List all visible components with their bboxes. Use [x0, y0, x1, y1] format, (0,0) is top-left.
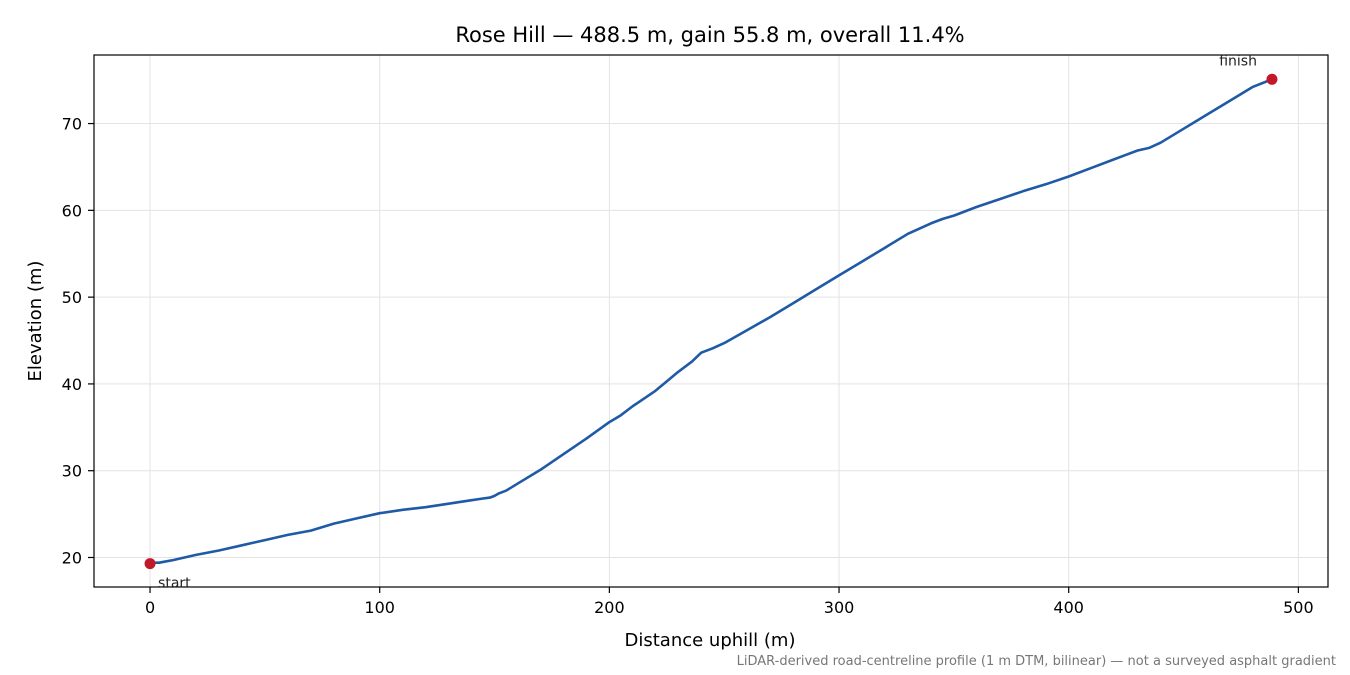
x-tick-label: 0 [145, 598, 155, 617]
finish-label: finish [1219, 53, 1257, 69]
x-tick-label: 500 [1283, 598, 1314, 617]
elevation-profile-line [148, 78, 1274, 565]
start-marker [144, 558, 156, 570]
x-tick-label: 300 [824, 598, 855, 617]
y-tick-label: 40 [62, 375, 82, 394]
chart-title: Rose Hill — 488.5 m, gain 55.8 m, overal… [455, 23, 964, 47]
plot-area [148, 78, 1274, 565]
y-tick-label: 50 [62, 288, 82, 307]
y-axis-label: Elevation (m) [25, 261, 46, 382]
y-tick-label: 20 [62, 548, 82, 567]
start-label: start [158, 576, 191, 592]
finish-marker [1266, 73, 1278, 85]
endpoint-markers: start finish [144, 53, 1278, 592]
x-tick-label: 400 [1053, 598, 1084, 617]
plot-frame [93, 54, 1329, 588]
y-tick-label: 70 [62, 115, 82, 134]
y-tick-label: 60 [62, 201, 82, 220]
x-tick-label: 200 [594, 598, 625, 617]
y-tick-label: 30 [62, 462, 82, 481]
axis-ticks: 0 100 200 300 400 500 20 30 40 50 60 70 [62, 115, 1314, 617]
footnote: LiDAR-derived road-centreline profile (1… [737, 654, 1336, 669]
grid [94, 55, 1328, 587]
x-tick-label: 100 [364, 598, 395, 617]
x-axis-label: Distance uphill (m) [625, 630, 796, 651]
